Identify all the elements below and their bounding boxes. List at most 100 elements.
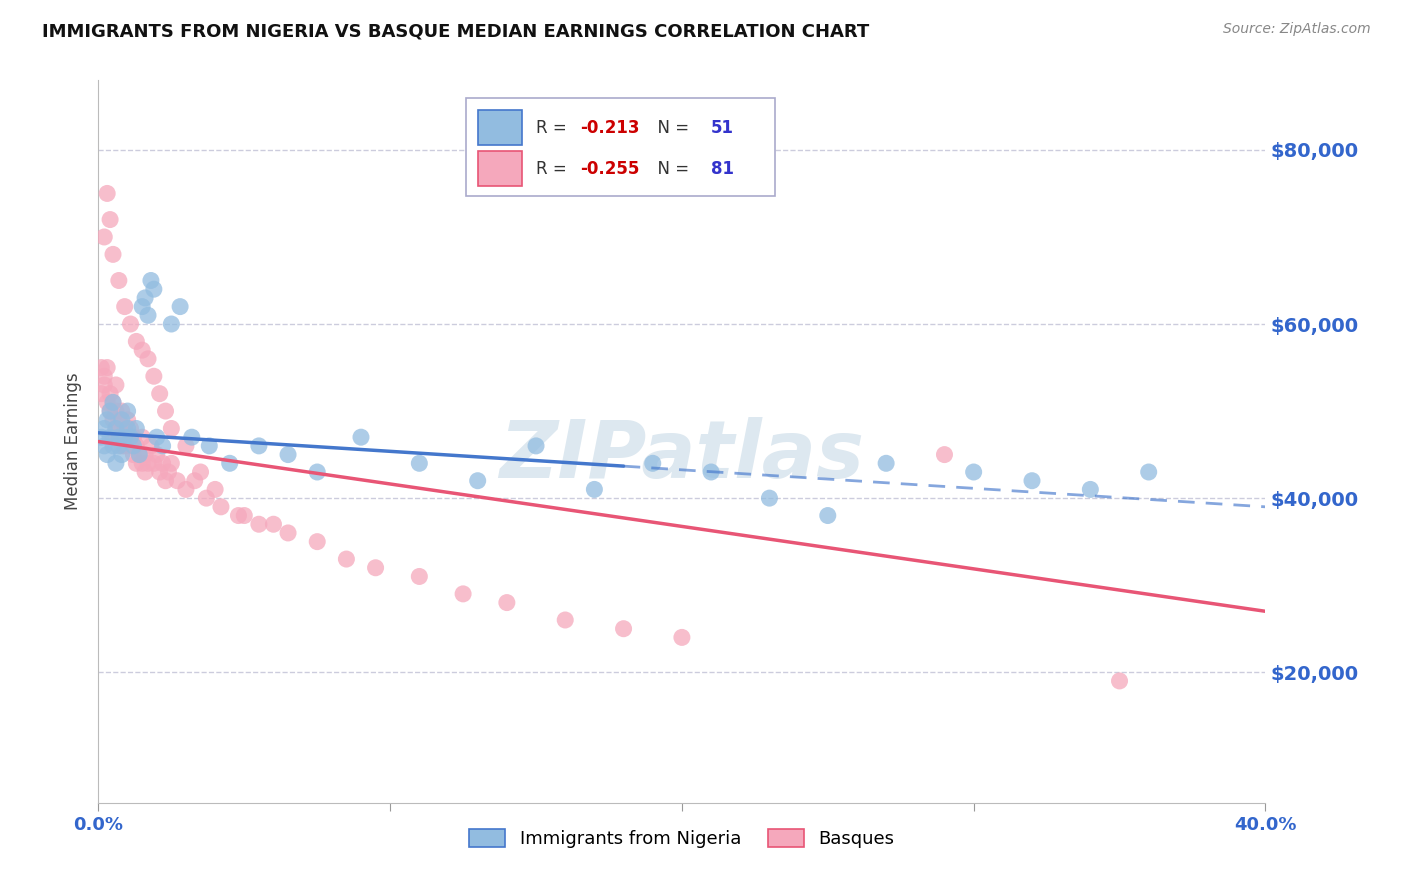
- Point: [166, 474, 188, 488]
- Point: [350, 430, 373, 444]
- Point: [101, 439, 124, 453]
- Point: [408, 569, 430, 583]
- Point: [142, 282, 165, 296]
- Point: [111, 404, 134, 418]
- Point: [125, 421, 148, 435]
- Point: [183, 474, 205, 488]
- Point: [758, 491, 780, 505]
- Point: [93, 439, 115, 453]
- Point: [117, 430, 139, 444]
- Point: [364, 561, 387, 575]
- Text: N =: N =: [647, 119, 695, 136]
- Point: [451, 587, 474, 601]
- Point: [120, 317, 142, 331]
- Point: [136, 456, 159, 470]
- Point: [120, 439, 142, 453]
- Point: [277, 448, 299, 462]
- Point: [104, 378, 127, 392]
- Point: [125, 456, 148, 470]
- Point: [134, 448, 156, 462]
- Point: [152, 439, 174, 453]
- Point: [114, 421, 136, 435]
- Point: [139, 273, 162, 287]
- Point: [700, 465, 723, 479]
- Point: [146, 448, 169, 462]
- Point: [108, 430, 131, 444]
- Point: [114, 439, 136, 453]
- Point: [247, 439, 270, 453]
- Point: [142, 456, 165, 470]
- Point: [136, 351, 159, 366]
- Point: [108, 439, 131, 453]
- Text: R =: R =: [536, 160, 572, 178]
- Point: [120, 421, 142, 435]
- Point: [111, 413, 134, 427]
- Point: [136, 308, 159, 322]
- Point: [671, 631, 693, 645]
- Point: [114, 300, 136, 314]
- Point: [174, 483, 197, 497]
- Text: N =: N =: [647, 160, 695, 178]
- Point: [146, 430, 169, 444]
- Point: [335, 552, 357, 566]
- Point: [93, 421, 115, 435]
- Point: [101, 430, 124, 444]
- Point: [90, 360, 112, 375]
- Text: 51: 51: [711, 119, 734, 136]
- Point: [157, 465, 180, 479]
- Point: [152, 456, 174, 470]
- Point: [98, 404, 121, 418]
- Point: [307, 465, 329, 479]
- Point: [122, 430, 145, 444]
- Point: [408, 456, 430, 470]
- Point: [612, 622, 634, 636]
- FancyBboxPatch shape: [465, 98, 775, 196]
- Point: [262, 517, 284, 532]
- Point: [111, 421, 134, 435]
- Point: [93, 230, 115, 244]
- Point: [277, 525, 299, 540]
- Point: [108, 273, 131, 287]
- Point: [120, 430, 142, 444]
- Text: R =: R =: [536, 119, 572, 136]
- Point: [496, 596, 519, 610]
- Point: [98, 430, 121, 444]
- Point: [195, 491, 218, 505]
- Point: [98, 404, 121, 418]
- Point: [131, 456, 153, 470]
- Point: [160, 317, 183, 331]
- Point: [307, 534, 329, 549]
- Point: [101, 247, 124, 261]
- Point: [96, 360, 118, 375]
- Point: [641, 456, 664, 470]
- Point: [131, 300, 153, 314]
- Point: [96, 448, 118, 462]
- Point: [198, 439, 221, 453]
- Point: [93, 369, 115, 384]
- Point: [1137, 465, 1160, 479]
- Point: [104, 456, 127, 470]
- Point: [149, 465, 172, 479]
- Y-axis label: Median Earnings: Median Earnings: [65, 373, 83, 510]
- Point: [247, 517, 270, 532]
- Point: [169, 300, 191, 314]
- Point: [96, 395, 118, 409]
- Point: [134, 465, 156, 479]
- FancyBboxPatch shape: [478, 111, 522, 145]
- Point: [139, 439, 162, 453]
- Point: [467, 474, 489, 488]
- Legend: Immigrants from Nigeria, Basques: Immigrants from Nigeria, Basques: [463, 822, 901, 855]
- Point: [90, 386, 112, 401]
- Point: [131, 343, 153, 358]
- Point: [114, 430, 136, 444]
- Point: [233, 508, 256, 523]
- Point: [160, 456, 183, 470]
- Text: ZIPatlas: ZIPatlas: [499, 417, 865, 495]
- Point: [155, 474, 177, 488]
- Text: -0.255: -0.255: [581, 160, 640, 178]
- Point: [218, 456, 240, 470]
- Point: [180, 430, 202, 444]
- Point: [142, 369, 165, 384]
- Point: [934, 448, 956, 462]
- Point: [101, 395, 124, 409]
